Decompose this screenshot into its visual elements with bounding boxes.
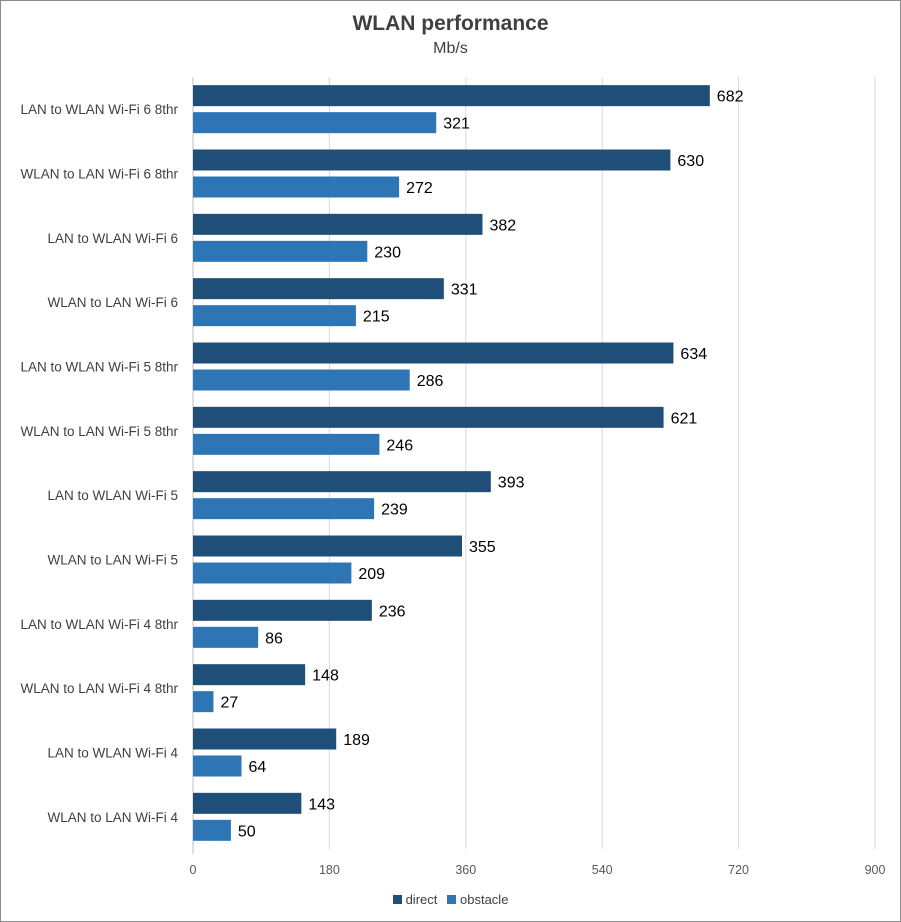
x-tick-label: 180 xyxy=(319,863,340,877)
gridlines xyxy=(192,77,876,854)
bar-direct xyxy=(193,471,491,493)
data-label-direct: 143 xyxy=(308,796,335,813)
bar-obstacle xyxy=(193,755,242,777)
data-label-direct: 682 xyxy=(717,89,744,106)
category-label: LAN to WLAN Wi-Fi 4 xyxy=(47,746,178,761)
bar-obstacle xyxy=(193,369,410,391)
category-label: LAN to WLAN Wi-Fi 5 xyxy=(47,488,178,503)
data-label-obstacle: 50 xyxy=(238,823,256,840)
bar-direct xyxy=(193,535,463,557)
legend-label-direct: direct xyxy=(405,892,438,907)
x-tick-label: 360 xyxy=(455,863,476,877)
bar-obstacle xyxy=(193,498,375,520)
category-label: WLAN to LAN Wi-Fi 5 8thr xyxy=(20,424,178,439)
bar-obstacle xyxy=(193,562,352,584)
bar-obstacle xyxy=(193,176,400,198)
data-label-direct: 621 xyxy=(671,410,698,427)
bar-direct xyxy=(193,728,337,750)
bar-direct xyxy=(193,85,710,107)
category-label: LAN to WLAN Wi-Fi 6 xyxy=(47,231,178,246)
bar-direct xyxy=(193,278,444,300)
x-tick-label: 720 xyxy=(728,863,749,877)
data-label-direct: 634 xyxy=(680,346,707,363)
data-label-direct: 331 xyxy=(451,282,478,299)
category-label: LAN to WLAN Wi-Fi 5 8thr xyxy=(20,360,178,375)
chart-title: WLAN performance xyxy=(352,12,549,35)
category-label: WLAN to LAN Wi-Fi 5 xyxy=(47,553,178,568)
data-label-obstacle: 27 xyxy=(220,695,238,712)
data-label-obstacle: 215 xyxy=(363,309,390,326)
category-label: WLAN to LAN Wi-Fi 4 8thr xyxy=(20,681,178,696)
category-label: WLAN to LAN Wi-Fi 4 xyxy=(47,810,178,825)
chart-subtitle: Mb/s xyxy=(433,40,468,57)
data-label-obstacle: 64 xyxy=(248,759,266,776)
data-label-obstacle: 321 xyxy=(443,116,470,133)
bar-obstacle xyxy=(193,626,259,648)
legend: direct obstacle xyxy=(0,892,901,907)
data-label-obstacle: 86 xyxy=(265,630,283,647)
category-label: LAN to WLAN Wi-Fi 4 8thr xyxy=(20,617,178,632)
x-tick-label: 900 xyxy=(865,863,886,877)
data-label-direct: 189 xyxy=(343,732,370,749)
legend-swatch-direct xyxy=(392,895,402,904)
category-label: WLAN to LAN Wi-Fi 6 8thr xyxy=(20,167,178,182)
data-label-obstacle: 246 xyxy=(386,437,413,454)
bars xyxy=(193,85,710,841)
data-label-direct: 148 xyxy=(312,668,339,685)
bar-obstacle xyxy=(193,305,356,327)
data-label-direct: 355 xyxy=(469,539,496,556)
data-label-direct: 630 xyxy=(677,153,704,170)
x-tick-label: 0 xyxy=(190,863,197,877)
bar-direct xyxy=(193,406,664,428)
data-label-obstacle: 230 xyxy=(374,244,401,261)
data-label-direct: 393 xyxy=(498,475,525,492)
data-label-obstacle: 239 xyxy=(381,502,408,519)
labels: 0 180 360 540 720 900 LAN to WLAN Wi-Fi 6 8thr… xyxy=(20,89,885,877)
bar-obstacle xyxy=(193,112,437,134)
bar-direct xyxy=(193,599,372,621)
bar-obstacle xyxy=(193,433,380,455)
bar-obstacle xyxy=(193,819,231,841)
legend-label-obstacle: obstacle xyxy=(460,892,509,907)
bar-obstacle xyxy=(193,240,368,262)
data-label-obstacle: 286 xyxy=(417,373,444,390)
bar-obstacle xyxy=(193,691,214,713)
bar-direct xyxy=(193,792,302,814)
legend-swatch-obstacle xyxy=(447,895,456,904)
data-label-obstacle: 272 xyxy=(406,180,433,197)
data-label-obstacle: 209 xyxy=(358,566,385,583)
legend-item-direct: direct xyxy=(392,892,438,907)
data-label-direct: 382 xyxy=(489,217,516,234)
bar-direct xyxy=(193,664,306,686)
data-label-direct: 236 xyxy=(379,603,406,620)
bar-direct xyxy=(193,213,483,235)
legend-item-obstacle: obstacle xyxy=(447,892,508,907)
category-label: WLAN to LAN Wi-Fi 6 xyxy=(47,295,178,310)
category-label: LAN to WLAN Wi-Fi 6 8thr xyxy=(20,102,178,117)
bar-direct xyxy=(193,149,671,171)
bar-direct xyxy=(193,342,674,364)
x-tick-label: 540 xyxy=(592,863,613,877)
